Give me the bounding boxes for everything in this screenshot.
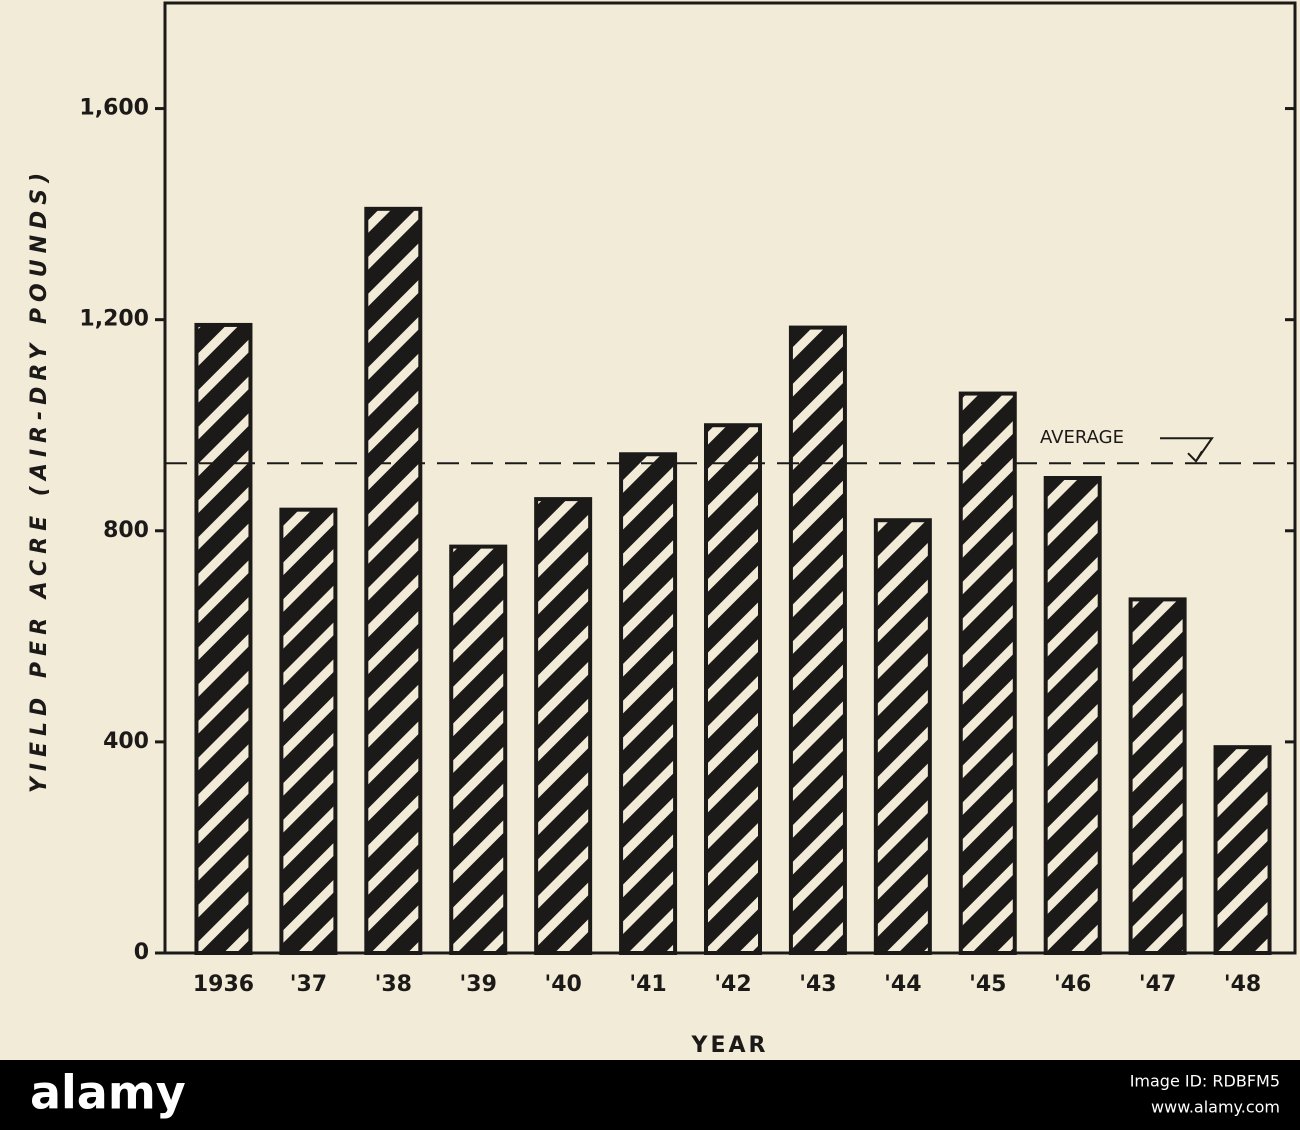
bar: [1128, 597, 1187, 956]
y-tick-label: 800: [103, 518, 149, 543]
x-tick-label: '45: [969, 972, 1006, 997]
bar: [873, 518, 932, 955]
x-tick-label: '46: [1054, 972, 1091, 997]
x-tick-label: '48: [1224, 972, 1261, 997]
x-tick-label: '41: [629, 972, 666, 997]
y-axis-title: YIELD PER ACRE (AIR-DRY POUNDS): [27, 167, 52, 793]
bar: [279, 507, 338, 955]
bar: [958, 391, 1017, 955]
x-tick-label: 1936: [193, 972, 254, 997]
bar: [1213, 745, 1272, 956]
brand: alamy: [30, 1066, 186, 1120]
bar: [534, 497, 593, 955]
x-tick-label: '43: [799, 972, 836, 997]
average-label: AVERAGE: [1040, 427, 1124, 448]
image-id: Image ID: RDBFM5: [1130, 1072, 1280, 1091]
bar: [194, 322, 253, 955]
x-tick-label: '39: [460, 972, 497, 997]
x-tick-label: '37: [290, 972, 327, 997]
x-tick-label: '42: [714, 972, 751, 997]
url: www.alamy.com: [1151, 1098, 1280, 1117]
bar: [364, 206, 423, 956]
x-axis-title: YEAR: [691, 1033, 769, 1058]
x-tick-label: '44: [884, 972, 921, 997]
y-tick-label: 1,600: [79, 96, 149, 121]
x-tick-label: '38: [375, 972, 412, 997]
bar: [449, 544, 508, 955]
x-tick-label: '47: [1139, 972, 1176, 997]
average-arrow: [1160, 437, 1214, 463]
y-tick-label: 0: [134, 940, 149, 965]
y-tick-label: 1,200: [79, 307, 149, 332]
x-tick-label: '40: [544, 972, 581, 997]
bar: [619, 452, 678, 955]
y-tick-label: 400: [103, 729, 149, 754]
bar: [788, 325, 847, 956]
footer: [0, 1060, 1300, 1130]
bar: [704, 423, 762, 955]
bar: [1043, 476, 1102, 955]
